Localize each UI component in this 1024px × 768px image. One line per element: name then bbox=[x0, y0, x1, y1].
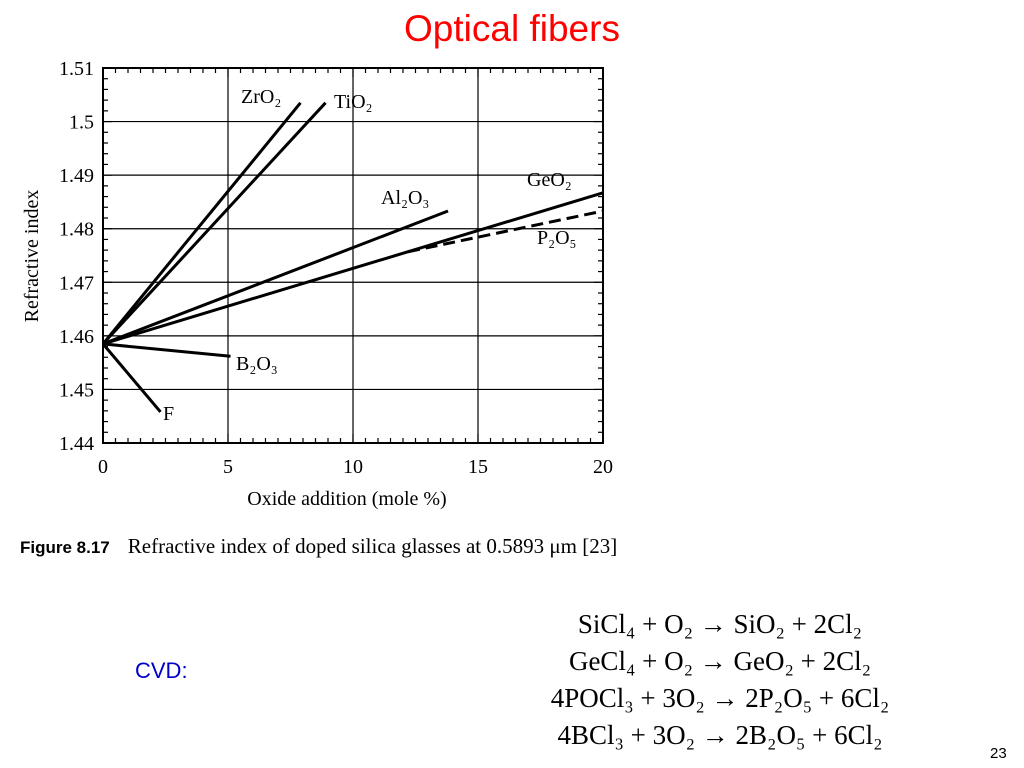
series-line-p2o5 bbox=[407, 209, 604, 254]
y-tick-label: 1.44 bbox=[59, 433, 94, 455]
page-number: 23 bbox=[990, 745, 1007, 762]
series-label-tio2: TiO₂ bbox=[334, 91, 373, 113]
series-line-geo2 bbox=[102, 191, 604, 346]
series-labels: ZrO₂ TiO₂ Al₂O₃ GeO₂ P₂O₅ B₂O₃ F bbox=[163, 86, 577, 425]
series-line-b2o3 bbox=[102, 342, 231, 358]
series-label-geo2: GeO₂ bbox=[527, 169, 572, 191]
series-label-zro2: ZrO₂ bbox=[241, 86, 281, 108]
x-tick-label: 10 bbox=[343, 456, 363, 478]
y-tick-label: 1.49 bbox=[59, 165, 94, 187]
figure-label: Figure 8.17 bbox=[20, 538, 110, 557]
y-tick-label: 1.47 bbox=[59, 272, 94, 294]
series-lines bbox=[101, 101, 604, 413]
equation-gecl4: GeCl₄ + O₂ → GeO₂ + 2Cl₂ bbox=[568, 646, 872, 676]
x-tick-label: 5 bbox=[223, 456, 233, 478]
figure-caption: Figure 8.17 Refractive index of doped sil… bbox=[20, 534, 630, 560]
series-line-al2o3 bbox=[102, 209, 449, 346]
equation-bcl3: 4BCl₃ + 3O₂ → 2B₂O₅ + 6Cl₂ bbox=[557, 720, 883, 750]
x-tick-label: 0 bbox=[98, 456, 108, 478]
plot-frame bbox=[102, 67, 604, 444]
series-label-f: F bbox=[163, 403, 174, 425]
series-label-b2o3: B₂O₃ bbox=[236, 353, 278, 375]
figure-caption-text: Refractive index of doped silica glasses… bbox=[127, 534, 618, 558]
series-line-f bbox=[101, 342, 162, 413]
equation-pocl3: 4POCl₃ + 3O₂ → 2P₂O₅ + 6Cl₂ bbox=[550, 683, 890, 713]
equation-sicl4: SiCl₄ + O₂ → SiO₂ + 2Cl₂ bbox=[577, 609, 863, 639]
y-tick-label: 1.51 bbox=[59, 58, 94, 80]
y-tick-label: 1.48 bbox=[59, 219, 94, 241]
tick-labels: 0 5 10 15 20 1.44 1.45 1.46 1.47 1.48 1.49 1.5 1.51 bbox=[59, 58, 613, 478]
cvd-label: CVD: bbox=[135, 658, 188, 683]
series-label-al2o3: Al₂O₃ bbox=[381, 187, 429, 209]
series-line-zro2 bbox=[101, 101, 302, 345]
y-tick-label: 1.46 bbox=[59, 326, 94, 348]
x-tick-label: 15 bbox=[468, 456, 488, 478]
slide-title: Optical fibers bbox=[404, 8, 620, 49]
y-tick-label: 1.45 bbox=[59, 379, 94, 401]
grid-lines bbox=[103, 68, 603, 443]
series-line-tio2 bbox=[101, 101, 327, 345]
y-axis-label: Refractive index bbox=[21, 190, 43, 323]
x-axis-label: Oxide addition (mole %) bbox=[247, 488, 446, 510]
x-tick-label: 20 bbox=[593, 456, 613, 478]
cvd-equations: SiCl₄ + O₂ → SiO₂ + 2Cl₂ GeCl₄ + O₂ → Ge… bbox=[490, 606, 950, 754]
y-tick-label: 1.5 bbox=[69, 112, 94, 134]
series-label-p2o5: P₂O₅ bbox=[537, 227, 577, 249]
